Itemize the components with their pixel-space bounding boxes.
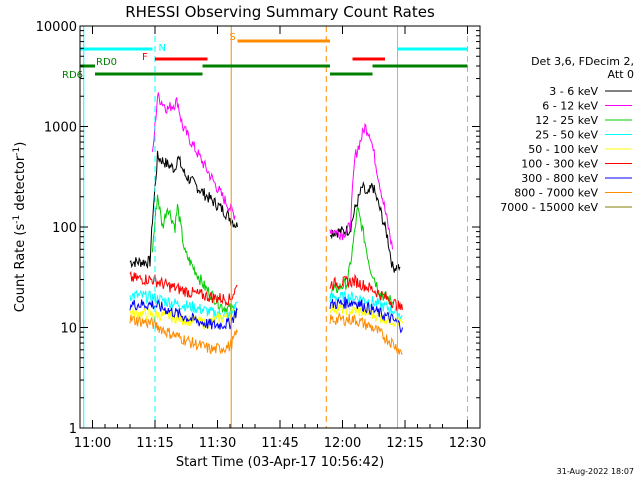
legend-label-7000-15000-kev: 7000 - 15000 keV [500,201,598,214]
flag-label-rd6: RD6 [62,70,83,81]
series-layer [129,92,403,355]
y-tick-label-10000: 10000 [36,20,77,35]
x-tick-label-11-30: 11:30 [199,436,236,451]
series-line-100-300-kev-seg2 [329,273,403,314]
flag-label-rd0: RD0 [96,57,117,68]
legend-label-800-7000-kev: 800 - 7000 keV [514,187,598,200]
y-axis-label: Count Rate (s-1 detector-1) [12,142,28,313]
y-axis-label-end: ) [13,142,28,147]
y-axis-label-sup2: -1 [12,147,22,156]
legend-label-3-6-kev: 3 - 6 keV [549,85,598,98]
y-tick-label-1000: 1000 [44,121,77,136]
x-tick-label-11-00: 11:00 [74,436,111,451]
series-line-3-6-kev-seg1 [129,150,238,270]
legend-label-12-25-kev: 12 - 25 keV [535,114,598,127]
series-line-800-7000-kev-seg1 [129,315,238,355]
x-tick-label-12-30: 12:30 [449,436,486,451]
legend: Det 3,6, FDecim 2, Att 0 3 - 6 keV 6 - 12… [500,55,634,214]
flag-label-n: N [159,43,166,54]
series-line-3-6-kev-seg2 [329,181,401,273]
footer-date: 31-Aug-2022 18:07 [557,467,634,476]
series-line-50-100-kev-seg1 [129,307,238,330]
flag-label-f: F [142,52,148,63]
y-axis-label-mid: detector [13,155,28,215]
series-line-12-25-kev-seg1 [152,194,236,316]
legend-header-line-1: Det 3,6, FDecim 2, [531,55,634,68]
x-tick-label-12-15: 12:15 [386,436,423,451]
x-tick-label-11-15: 11:15 [136,436,173,451]
series-line-6-12-kev-seg1 [152,92,236,220]
legend-label-25-50-kev: 25 - 50 keV [535,129,598,142]
y-axis-label-main: Count Rate (s [13,224,28,313]
y-tick-label-100: 100 [52,221,77,236]
x-axis-label: Start Time (03-Apr-17 10:56:42) [176,455,384,470]
legend-header-line-2: Att 0 [608,68,634,81]
y-axis-label-sup1: -1 [12,215,22,224]
y-axis: 1 10 100 1000 10000 [36,20,480,437]
y-tick-label-1: 1 [69,422,77,437]
y-tick-label-10: 10 [60,322,77,337]
x-tick-label-11-45: 11:45 [261,436,298,451]
series-line-25-50-kev-seg1 [129,289,238,321]
series-line-300-800-kev-seg1 [129,299,238,330]
legend-label-50-100-kev: 50 - 100 keV [528,143,598,156]
series-line-25-50-kev-seg2 [329,289,403,321]
series-line-6-12-kev-seg2 [329,123,393,250]
legend-label-300-800-kev: 300 - 800 keV [521,172,598,185]
series-line-800-7000-kev-seg2 [329,311,403,355]
flag-layer: N S F RD0 RD6 [62,32,468,81]
series-line-100-300-kev-seg1 [129,270,238,307]
legend-label-6-12-kev: 6 - 12 keV [542,100,598,113]
chart-title: RHESSI Observing Summary Count Rates [125,3,435,21]
series-line-12-25-kev-seg2 [329,206,393,307]
x-axis: 11:00 11:15 11:30 11:45 12:00 12:15 12:30 [74,26,486,451]
flag-label-s: S [230,32,236,43]
series-line-300-800-kev-seg2 [329,296,403,334]
x-tick-label-12-00: 12:00 [324,436,361,451]
legend-label-100-300-kev: 100 - 300 keV [521,158,598,171]
